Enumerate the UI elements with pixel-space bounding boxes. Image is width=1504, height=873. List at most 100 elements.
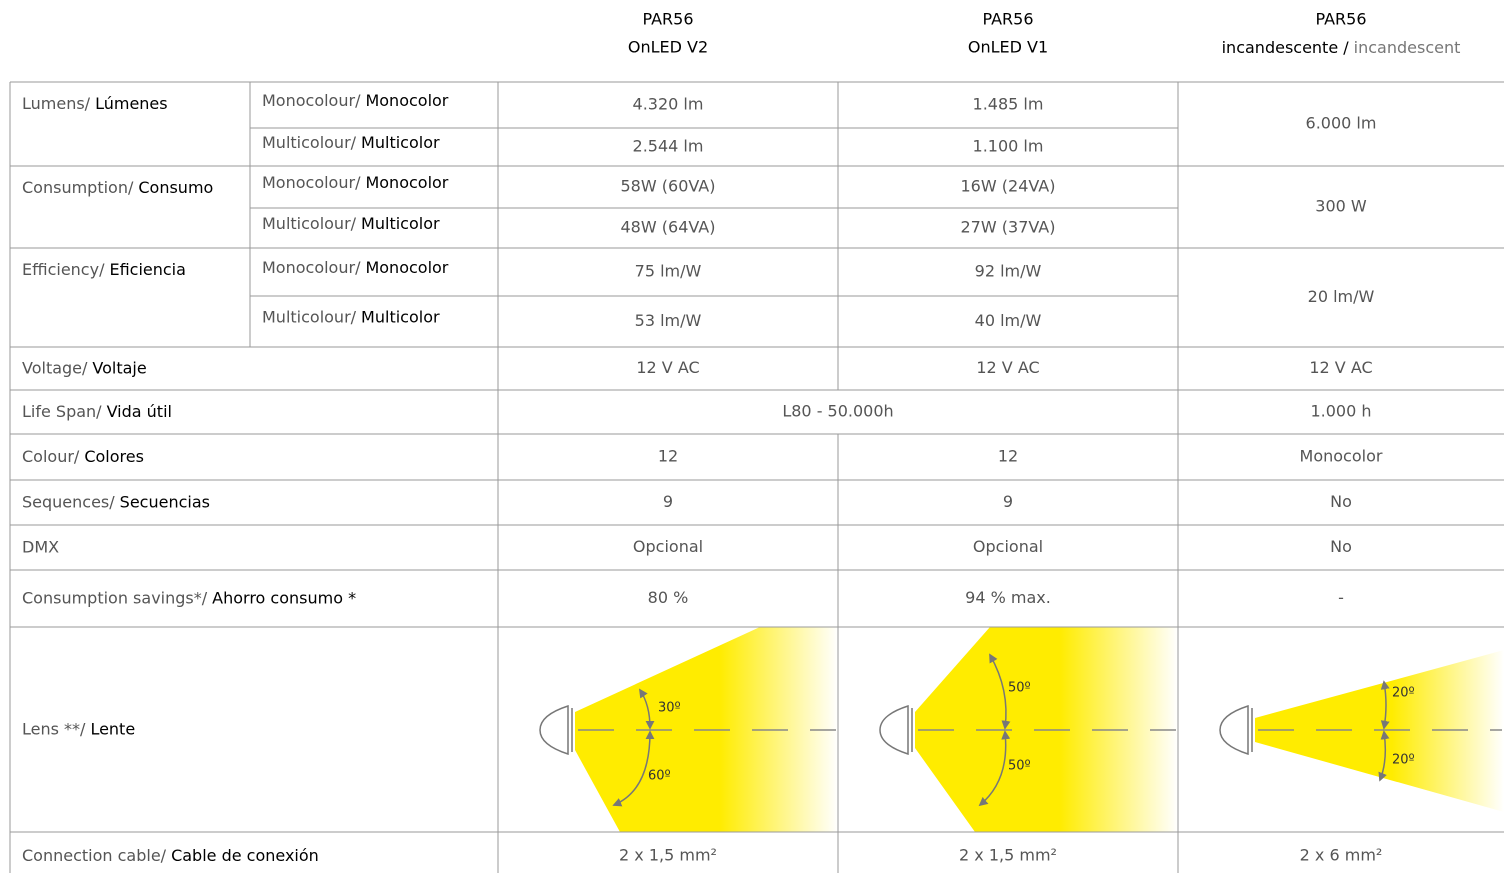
row-label: Colour/Colores: [22, 447, 144, 466]
column-subtitle: OnLED V1: [968, 38, 1048, 57]
label-es: Vida útil: [107, 402, 172, 421]
row-label: Consumption/Consumo: [22, 178, 213, 197]
cell-value: 6.000 lm: [1306, 114, 1377, 133]
cell-value: No: [1330, 492, 1352, 511]
lens-diagram: [539, 627, 1504, 832]
angle-label: 30º: [658, 701, 681, 716]
label-en: Multicolour/: [262, 307, 357, 326]
row-label: Connection cable/Cable de conexión: [22, 846, 319, 865]
cell-value: 12 V AC: [976, 358, 1039, 377]
row-label: Consumption savings*/Ahorro consumo *: [22, 588, 356, 607]
label-es: Voltaje: [92, 358, 146, 377]
cell-value: L80 - 50.000h: [782, 402, 893, 421]
label-es: Eficiencia: [109, 260, 185, 279]
cell-value: Opcional: [633, 537, 703, 556]
label-es: Multicolor: [361, 307, 440, 326]
label-es: Multicolor: [361, 133, 440, 152]
cell-value: 9: [1003, 492, 1013, 511]
cell-value: 12: [658, 447, 678, 466]
row-label: Monocolour/Monocolor: [262, 91, 449, 110]
label-es: Secuencias: [120, 492, 210, 511]
label-en: Life Span/: [22, 402, 102, 421]
cell-value: 75 lm/W: [635, 262, 702, 281]
label-es: Multicolor: [361, 214, 440, 233]
label-en: Multicolour/: [262, 133, 357, 152]
cell-value: 1.100 lm: [973, 137, 1044, 156]
cell-value: -: [1338, 588, 1344, 607]
label-en: Monocolour/: [262, 91, 361, 110]
row-label: Efficiency/Eficiencia: [22, 260, 186, 279]
cell-value: 2 x 1,5 mm²: [959, 846, 1057, 865]
label-en: Consumption savings*/: [22, 588, 208, 607]
label-es: Colores: [84, 447, 144, 466]
subtitle-es: incandescente /: [1222, 38, 1350, 57]
cell-value: No: [1330, 537, 1352, 556]
label-es: Monocolor: [365, 173, 448, 192]
label-es: Monocolor: [365, 258, 448, 277]
cell-value: 2.544 lm: [633, 137, 704, 156]
row-label: Multicolour/Multicolor: [262, 214, 440, 233]
row-label: Multicolour/Multicolor: [262, 133, 440, 152]
label-en: Monocolour/: [262, 173, 361, 192]
angle-label: 20º: [1392, 753, 1415, 768]
label-en: Sequences/: [22, 492, 115, 511]
label-en: Efficiency/: [22, 260, 105, 279]
cell-value: 27W (37VA): [961, 218, 1056, 237]
angle-label: 20º: [1392, 686, 1415, 701]
row-label: Monocolour/Monocolor: [262, 173, 449, 192]
row-label: Sequences/Secuencias: [22, 492, 210, 511]
label-es: Cable de conexión: [171, 846, 319, 865]
cell-value: 58W (60VA): [621, 177, 716, 196]
cell-value: 2 x 1,5 mm²: [619, 846, 717, 865]
label-en: Multicolour/: [262, 214, 357, 233]
label-es: Lúmenes: [95, 94, 168, 113]
cell-value: 92 lm/W: [975, 262, 1042, 281]
cell-value: 1.485 lm: [973, 95, 1044, 114]
label-en: Lens **/: [22, 719, 86, 738]
label-en: Connection cable/: [22, 846, 167, 865]
label-es: Ahorro consumo *: [212, 588, 356, 607]
label-en: Lumens/: [22, 94, 91, 113]
row-label: Voltage/Voltaje: [22, 358, 147, 377]
row-label: Lumens/Lúmenes: [22, 94, 168, 113]
row-label: Lens **/Lente: [22, 719, 135, 738]
cell-value: 16W (24VA): [961, 177, 1056, 196]
label-es: Monocolor: [365, 91, 448, 110]
cell-value: 12 V AC: [1309, 358, 1372, 377]
label-en: Voltage/: [22, 358, 88, 377]
cell-value: 300 W: [1315, 197, 1367, 216]
cell-value: 4.320 lm: [633, 95, 704, 114]
angle-label: 50º: [1008, 681, 1031, 696]
label-es: Lente: [90, 719, 135, 738]
subtitle-en: incandescent: [1354, 38, 1461, 57]
cell-value: 2 x 6 mm²: [1300, 846, 1383, 865]
cell-value: 9: [663, 492, 673, 511]
column-title: PAR56: [642, 10, 693, 29]
column-title: PAR56: [982, 10, 1033, 29]
row-label: Monocolour/Monocolor: [262, 258, 449, 277]
cell-value: 94 % max.: [965, 588, 1051, 607]
cell-value: 48W (64VA): [621, 218, 716, 237]
column-title: PAR56: [1315, 10, 1366, 29]
label-en: Colour/: [22, 447, 80, 466]
angle-label: 60º: [648, 769, 671, 784]
label-en: Consumption/: [22, 178, 134, 197]
angle-label: 50º: [1008, 759, 1031, 774]
cell-value: 20 lm/W: [1308, 287, 1375, 306]
column-subtitle: OnLED V2: [628, 38, 708, 57]
row-label: DMX: [22, 537, 59, 556]
cell-value: 80 %: [648, 588, 689, 607]
cell-value: 40 lm/W: [975, 311, 1042, 330]
label-es: Consumo: [138, 178, 213, 197]
label-en: Monocolour/: [262, 258, 361, 277]
cell-value: Opcional: [973, 537, 1043, 556]
cell-value: 1.000 h: [1310, 402, 1371, 421]
label-en: DMX: [22, 537, 59, 556]
column-subtitle: incandescente / incandescent: [1222, 38, 1461, 57]
cell-value: 12 V AC: [636, 358, 699, 377]
row-label: Multicolour/Multicolor: [262, 307, 440, 326]
cell-value: 53 lm/W: [635, 311, 702, 330]
row-label: Life Span/Vida útil: [22, 402, 172, 421]
cell-value: 12: [998, 447, 1018, 466]
